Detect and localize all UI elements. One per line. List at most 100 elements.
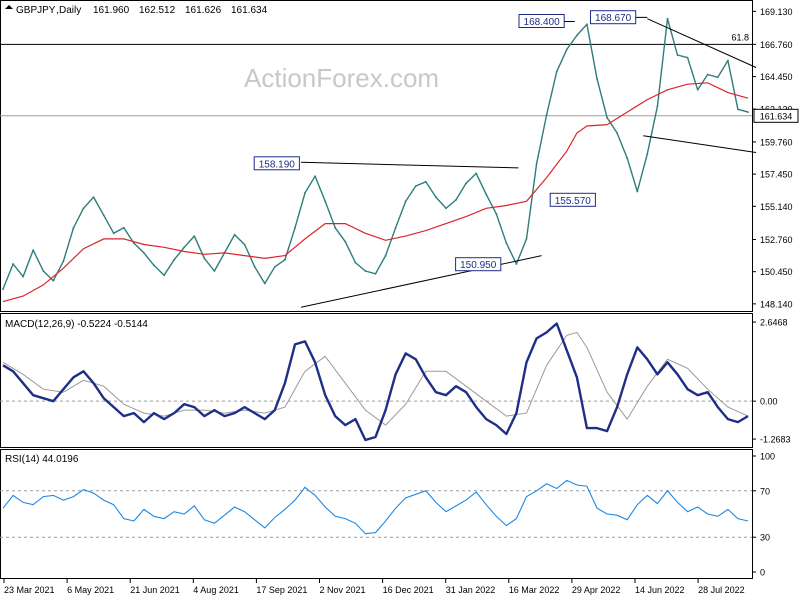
price-panel: 61.8 168.400 168.670 158.190 155.570 150.950 1… [0, 7, 799, 309]
support-trendline [300, 255, 542, 308]
price-point [646, 153, 649, 155]
rsi-panel-frame [0, 449, 753, 579]
macd-tick-label: 0.00 [760, 397, 778, 407]
date-tick-label: 16 Mar 2022 [509, 585, 560, 595]
price-annotation: 155.570 [549, 192, 596, 207]
price-annotation-box [455, 257, 502, 272]
price-point [42, 270, 45, 272]
price-point [354, 261, 357, 264]
date-tick-label: 14 Jun 2022 [635, 585, 685, 595]
price-point [616, 132, 618, 134]
price-point [394, 226, 397, 229]
price-point [716, 76, 719, 79]
lower-wedge-trendline [643, 135, 757, 154]
price-point [706, 73, 709, 76]
rsi-line [2, 479, 749, 535]
price-point [52, 279, 55, 282]
date-tick-label: 23 Mar 2021 [4, 585, 55, 595]
price-tick-label: 148.140 [760, 299, 793, 309]
date-tick-label: 16 Dec 2021 [383, 585, 434, 595]
price-annotation: 168.670 [590, 10, 637, 24]
price-tick-label: 152.760 [760, 235, 793, 245]
price-point [626, 157, 629, 160]
price-point [193, 235, 196, 238]
price-point [253, 265, 256, 268]
date-tick-label: 6 May 2021 [67, 585, 114, 595]
date-axis: 23 Mar 2021 6 May 2021 21 Jun 2021 4 Aug 20… [3, 579, 745, 595]
price-tick-label: 159.760 [760, 137, 793, 147]
price-point [203, 257, 206, 260]
price-point [686, 56, 689, 59]
price-point [2, 288, 4, 290]
price-annotation-label: 168.400 [524, 17, 561, 28]
price-point [62, 260, 65, 263]
price-tick-label: 169.130 [760, 7, 793, 17]
price-tick-label: 155.140 [760, 202, 793, 212]
resistance-trendline [300, 161, 519, 169]
symbol-separator: , [56, 5, 59, 16]
price-point [32, 249, 35, 252]
price-point [727, 59, 729, 62]
price-point [364, 270, 367, 272]
price-annotation-box [549, 192, 596, 207]
price-point [273, 265, 276, 268]
macd-title: MACD(12,26,9) -0.5224 -0.5144 [5, 319, 148, 330]
price-point [565, 48, 568, 51]
price-point [183, 246, 186, 249]
price-point [666, 17, 669, 20]
close-value: 161.634 [231, 5, 268, 16]
high-value: 162.512 [139, 5, 176, 16]
date-tick-label: 28 Jul 2022 [698, 585, 745, 595]
rsi-tick-label: 0 [760, 568, 765, 578]
macd-panel: MACD(12,26,9) -0.5224 -0.5144 2.6468 0.00 -… [0, 318, 791, 445]
rsi-tick-label: 100 [760, 452, 775, 462]
low-value: 161.626 [185, 5, 222, 16]
date-tick-label: 31 Jan 2022 [446, 585, 496, 595]
price-annotation-label: 168.670 [595, 13, 632, 24]
price-point [505, 242, 508, 245]
price-point [545, 114, 548, 116]
price-point [153, 264, 155, 267]
last-price-tag-box [753, 108, 799, 123]
chart-header: GBPJPY , Daily 161.960 162.512 161.626 1… [5, 5, 268, 16]
price-point [163, 274, 166, 277]
price-point [304, 192, 306, 194]
price-annotation-label: 158.190 [259, 159, 296, 170]
moving-average-line [2, 82, 749, 303]
price-point [112, 232, 115, 235]
price-point [22, 275, 24, 278]
price-point [334, 226, 337, 229]
price-point [284, 258, 286, 261]
rsi-panel: RSI(14) 44.0196 100 70 30 0 [0, 452, 775, 578]
price-point [636, 190, 639, 193]
price-point [243, 243, 246, 246]
price-point [586, 23, 588, 26]
price-point [596, 77, 598, 80]
price-point [606, 116, 608, 119]
price-point [445, 207, 447, 210]
price-point [92, 196, 95, 199]
watermark-text: ActionForex.com [244, 63, 439, 93]
date-tick-label: 2 Nov 2021 [320, 585, 366, 595]
price-point [495, 212, 498, 215]
price-point [374, 272, 377, 275]
price-point [656, 105, 659, 108]
price-point [696, 88, 699, 91]
price-point [344, 240, 347, 243]
price-point [324, 200, 327, 203]
price-point [515, 263, 518, 265]
price-point [424, 180, 427, 183]
price-annotation: 150.950 [455, 257, 502, 272]
price-annotation-box [518, 14, 565, 28]
macd-tick-label: -1.2683 [760, 435, 791, 445]
price-tick-label: 164.450 [760, 72, 793, 82]
price-point [133, 242, 135, 245]
price-point [294, 226, 296, 229]
price-point [737, 108, 739, 111]
fib-level-label: 61.8 [731, 32, 749, 42]
price-annotation-box [253, 156, 300, 171]
macd-signal-line [2, 331, 749, 426]
rsi-tick-label: 70 [760, 486, 770, 496]
